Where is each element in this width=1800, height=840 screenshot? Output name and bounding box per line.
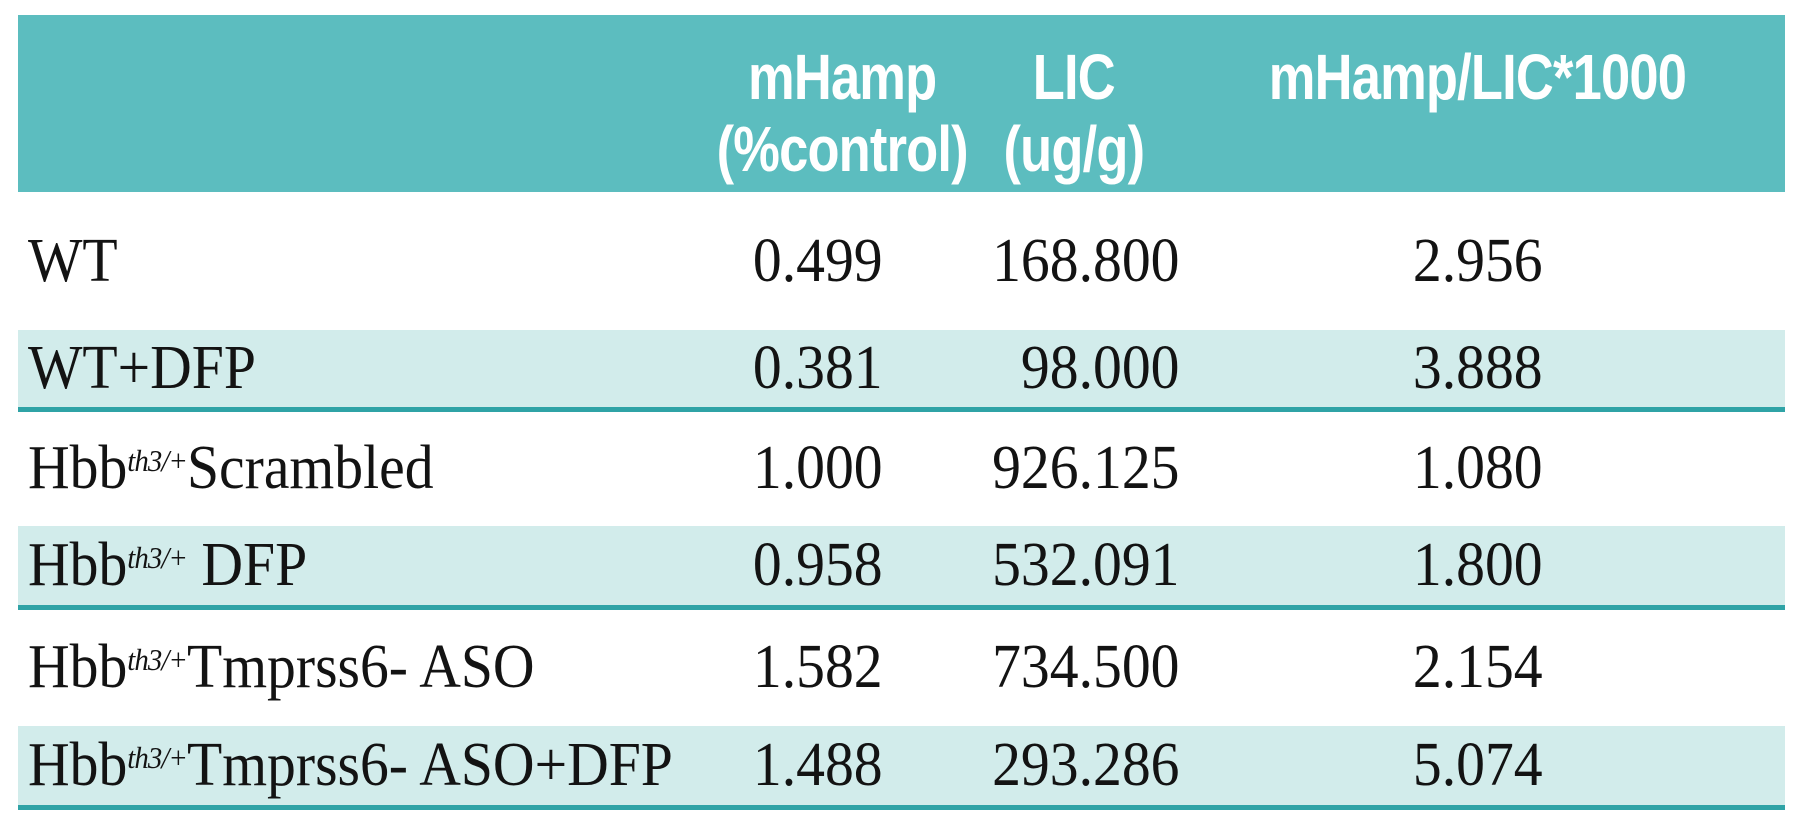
table-row-hbb-dfp: Hbbth3/+ DFP 0.958 532.091 1.800: [18, 526, 1785, 610]
row-label-cell: WT+DFP: [18, 330, 690, 412]
ratio-value-cell: 2.154: [1202, 607, 1785, 726]
mhamp-value: 0.499: [752, 226, 883, 295]
ratio-value: 3.888: [1412, 333, 1543, 402]
mhamp-value: 1.582: [752, 633, 883, 702]
lic-value-cell: 168.800: [946, 192, 1202, 330]
header-mhamp-line2: (%control): [717, 113, 969, 185]
group-label-rest: DFP: [186, 530, 308, 599]
header-row: mHamp (%control) LIC (ug/g) mHamp/LIC*10…: [18, 15, 1785, 192]
table-row-hbb-tmprss6-aso-dfp: Hbbth3/+Tmprss6- ASO+DFP 1.488 293.286 5…: [18, 726, 1785, 810]
lic-value: 293.286: [992, 730, 1180, 799]
allele-superscript: th3/+: [127, 739, 188, 775]
header-ratio-line1: mHamp/LIC*1000: [1268, 41, 1687, 113]
mhamp-value: 0.958: [752, 530, 883, 599]
table-row-hbb-scrambled: Hbbth3/+Scrambled 1.000 926.125 1.080: [18, 409, 1785, 526]
header-lic-line1: LIC: [1032, 41, 1116, 113]
group-label-rest: Tmprss6- ASO+DFP: [186, 730, 673, 799]
lic-value: 98.000: [1021, 333, 1180, 402]
ratio-value: 2.154: [1412, 633, 1543, 702]
lic-value-cell: 98.000: [945, 330, 1202, 412]
header-cell-ratio: mHamp/LIC*1000: [1202, 15, 1785, 192]
mhamp-value-cell: 0.958: [689, 526, 946, 610]
mhamp-value-cell: 1.000: [689, 409, 945, 526]
group-label: Hbb: [28, 730, 128, 799]
header-lic-line2: (ug/g): [1003, 113, 1145, 185]
table-row-wt: WT 0.499 168.800 2.956: [18, 192, 1785, 330]
lic-value: 168.800: [992, 226, 1180, 295]
row-label-cell: Hbbth3/+Tmprss6- ASO: [18, 607, 689, 726]
header-cell-mhamp: mHamp (%control): [689, 15, 969, 192]
mhamp-value-cell: 1.582: [689, 607, 945, 726]
mhamp-value: 1.488: [752, 730, 883, 799]
row-label-cell: Hbbth3/+Scrambled: [18, 409, 689, 526]
group-label-rest: Scrambled: [186, 434, 434, 503]
ratio-value-cell: 1.080: [1202, 409, 1785, 526]
group-label: Hbb: [28, 633, 128, 702]
ratio-value-cell: 3.888: [1201, 330, 1785, 412]
group-label: Hbb: [28, 434, 128, 503]
allele-superscript: th3/+: [127, 443, 188, 479]
ratio-value: 2.956: [1412, 226, 1543, 295]
lic-value-cell: 532.091: [945, 526, 1202, 610]
mhamp-value-cell: 0.381: [689, 330, 946, 412]
header-mhamp-line1: mHamp: [748, 41, 937, 113]
row-label-cell: WT: [18, 192, 689, 330]
ratio-value-cell: 2.956: [1202, 192, 1785, 330]
group-label: WT+DFP: [28, 333, 256, 402]
lic-value-cell: 734.500: [946, 607, 1202, 726]
mhamp-value: 0.381: [752, 333, 883, 402]
lic-value: 532.091: [992, 530, 1180, 599]
lic-value: 734.500: [992, 633, 1180, 702]
table-row-hbb-tmprss6-aso: Hbbth3/+Tmprss6- ASO 1.582 734.500 2.154: [18, 607, 1785, 726]
iron-data-table: mHamp (%control) LIC (ug/g) mHamp/LIC*10…: [18, 15, 1785, 810]
mhamp-value-cell: 0.499: [689, 192, 945, 330]
group-label: Hbb: [28, 530, 128, 599]
row-label-cell: Hbbth3/+ DFP: [18, 526, 690, 610]
header-cell-group: [18, 15, 689, 192]
mhamp-value: 1.000: [752, 434, 883, 503]
group-label-rest: Tmprss6- ASO: [186, 633, 535, 702]
allele-superscript: th3/+: [127, 539, 188, 575]
ratio-value: 1.800: [1412, 530, 1543, 599]
ratio-value-cell: 1.800: [1201, 526, 1785, 610]
table-row-wt-dfp: WT+DFP 0.381 98.000 3.888: [18, 330, 1785, 412]
group-label: WT: [28, 226, 118, 295]
lic-value-cell: 293.286: [945, 726, 1202, 810]
allele-superscript: th3/+: [127, 642, 188, 678]
header-cell-lic: LIC (ug/g): [946, 15, 1202, 192]
lic-value: 926.125: [992, 434, 1180, 503]
ratio-value-cell: 5.074: [1201, 726, 1785, 810]
ratio-value: 1.080: [1412, 434, 1543, 503]
mhamp-value-cell: 1.488: [689, 726, 946, 810]
lic-value-cell: 926.125: [946, 409, 1202, 526]
ratio-value: 5.074: [1412, 730, 1543, 799]
row-label-cell: Hbbth3/+Tmprss6- ASO+DFP: [18, 726, 690, 810]
